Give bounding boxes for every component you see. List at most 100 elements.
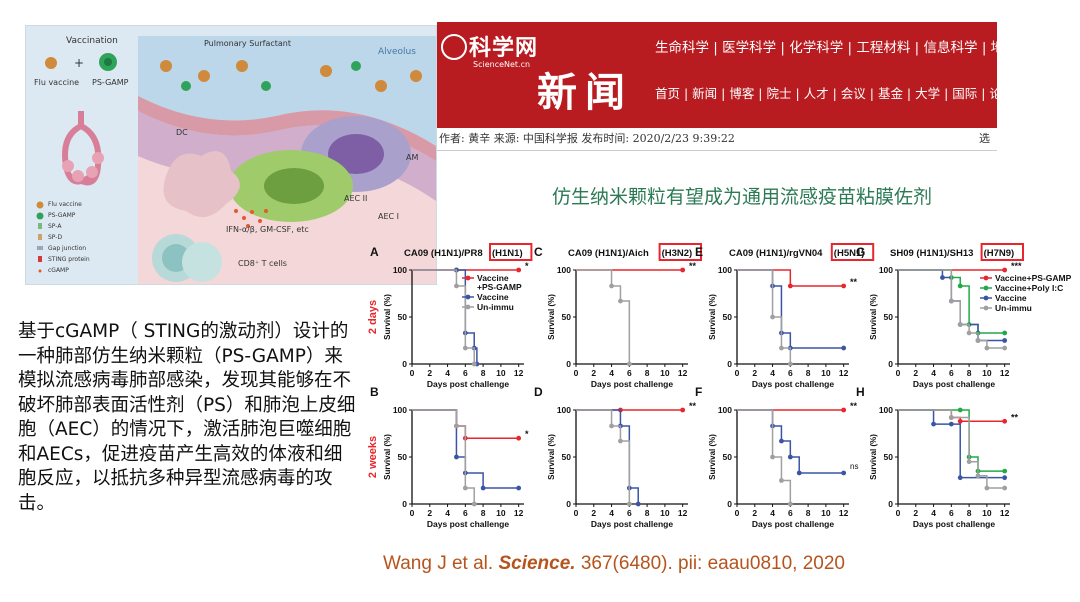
series-line-un-immu	[412, 409, 475, 504]
panel-letter: G	[856, 245, 865, 259]
x-tick-label: 8	[645, 368, 650, 378]
legend-entry: Vaccine+Poly I:C	[995, 283, 1063, 293]
data-point-un-immu	[626, 361, 632, 367]
panel-b: B 0 50 100 0 2 4 6 8 10 12 Days post challenge Survi…	[370, 385, 529, 529]
citation-details: 367(6480). pii: eaau0810, 2020	[575, 553, 845, 574]
data-point-vaccine-ps-gamp	[1002, 267, 1008, 273]
panel-f: F 0 50 100 0 2 4 6 8 10 12 Days post challenge Survi…	[695, 385, 858, 529]
x-tick-label: 10	[660, 508, 670, 518]
data-point-un-immu	[609, 423, 614, 429]
legend-swatch-point	[465, 294, 471, 300]
panel-letter: H	[856, 385, 865, 399]
legend-swatch-point	[983, 295, 989, 301]
series-line-un-immu	[412, 269, 475, 364]
data-point-un-immu	[454, 283, 459, 289]
x-tick-label: 0	[410, 368, 415, 378]
data-point-vaccine	[841, 470, 847, 476]
ps-gamp-label: PS-GAMP	[92, 78, 129, 87]
x-tick-label: 8	[645, 508, 650, 518]
data-point-un-immu	[966, 330, 972, 336]
y-axis-label: Survival (%)	[547, 434, 556, 480]
article-headline: 仿生纳米颗粒有望成为通用流感疫苗粘膜佐剂	[552, 186, 933, 208]
y-tick-label: 100	[393, 405, 407, 415]
y-tick-label: 0	[888, 499, 893, 509]
panel-h: H 0 50 100 0 2 4 6 8 10 12 Days post challenge Survi…	[856, 385, 1019, 529]
y-tick-label: 50	[398, 452, 408, 462]
y-axis-label: Survival (%)	[383, 434, 392, 480]
data-point-vaccine-ps-gamp	[516, 267, 522, 273]
x-tick-label: 0	[896, 368, 901, 378]
survival-figure: 2 days 2 weeks A CA09 (H1N1)/PR8 (H1N1) 0 50 1…	[360, 238, 1080, 548]
section-title: 新闻	[537, 69, 633, 116]
x-tick-label: 12	[839, 508, 849, 518]
data-point-un-immu	[779, 478, 784, 483]
data-point-vaccine-poly-ic	[1002, 468, 1008, 474]
y-tick-label: 0	[402, 359, 407, 369]
x-tick-label: 8	[806, 368, 811, 378]
strain-highlight-box	[658, 243, 703, 261]
legend-sting-protein: STING protein	[48, 256, 90, 263]
survival-charts: 2 days 2 weeks A CA09 (H1N1)/PR8 (H1N1) 0 50 1…	[367, 243, 1072, 529]
data-point-un-immu	[770, 314, 775, 320]
panel-d: D 0 50 100 0 2 4 6 8 10 12 Days post challenge Survi…	[534, 385, 697, 529]
significance-mark: ***	[1011, 261, 1022, 271]
data-point-vaccine-ps-gamp	[787, 283, 793, 289]
data-point-vaccine-ps-gamp	[680, 267, 686, 273]
x-tick-label: 2	[427, 368, 432, 378]
x-tick-label: 4	[445, 508, 450, 518]
y-tick-label: 100	[879, 405, 893, 415]
x-tick-label: 10	[496, 368, 506, 378]
panel-a: A CA09 (H1N1)/PR8 (H1N1) 0 50 100 0 2 4 6 8 10 12 Da…	[370, 243, 533, 389]
data-point-vaccine-ps-gamp	[957, 418, 963, 424]
y-axis-label: Survival (%)	[708, 294, 717, 340]
series-line-un-immu	[898, 409, 1005, 489]
data-point-vaccine	[779, 438, 784, 444]
data-point-un-immu	[618, 298, 623, 304]
panel-strain: (H3N2)	[662, 248, 693, 259]
nav-main[interactable]: 首页 | 新闻 | 博客 | 院士 | 人才 | 会议 | 基金 | 大学 | …	[655, 86, 997, 101]
site-logo[interactable]: 科学网 ScienceNet.cn	[441, 30, 538, 69]
series-line-un-immu	[898, 269, 1005, 349]
aec2-label: AEC II	[344, 194, 368, 203]
legend-gap-junction: Gap junction	[48, 245, 87, 252]
series-line-un-immu	[737, 269, 792, 364]
y-tick-label: 100	[557, 265, 571, 275]
x-tick-label: 12	[514, 508, 524, 518]
strain-highlight-box	[980, 243, 1024, 261]
x-tick-label: 10	[496, 508, 506, 518]
y-tick-label: 0	[888, 359, 893, 369]
y-tick-label: 100	[718, 265, 732, 275]
citation-authors: Wang J et al.	[383, 553, 499, 574]
data-point-vaccine-poly-ic	[1002, 330, 1008, 336]
divider	[437, 150, 997, 151]
significance-mark: **	[850, 401, 858, 411]
panel-letter: C	[534, 245, 543, 259]
y-axis-label: Survival (%)	[869, 434, 878, 480]
panel-strain: (H1N1)	[492, 248, 523, 259]
x-tick-label: 4	[609, 368, 614, 378]
nav-subjects[interactable]: 生命科学 | 医学科学 | 化学科学 | 工程材料 | 信息科学 | 地球科	[655, 40, 997, 56]
series-line-vaccine	[898, 409, 1005, 479]
legend-ps-gamp: PS-GAMP	[48, 212, 76, 219]
panel-letter: F	[695, 385, 702, 399]
significance-mark: **	[850, 277, 858, 287]
x-tick-label: 10	[982, 368, 992, 378]
x-tick-label: 8	[967, 508, 972, 518]
y-tick-label: 50	[398, 312, 408, 322]
x-tick-label: 6	[627, 508, 632, 518]
data-point-vaccine-ps-gamp	[516, 435, 522, 441]
data-point-vaccine-ps-gamp	[1002, 418, 1008, 424]
citation-journal: Science.	[498, 553, 576, 574]
x-axis-label: Days post challenge	[913, 519, 995, 529]
data-point-vaccine	[1002, 475, 1008, 481]
x-tick-label: 6	[627, 368, 632, 378]
panel-strain: (H7N9)	[984, 248, 1015, 259]
y-tick-label: 50	[884, 452, 894, 462]
y-tick-label: 100	[879, 265, 893, 275]
article-meta: 作者: 黄辛 来源: 中国科学报 发布时间: 2020/2/23 9:39:22	[439, 132, 735, 145]
y-tick-label: 50	[562, 312, 572, 322]
x-tick-label: 8	[967, 368, 972, 378]
y-axis-label: Survival (%)	[383, 294, 392, 340]
series-line-vaccine	[412, 269, 478, 364]
data-point-vaccine-ps-gamp	[841, 407, 847, 413]
